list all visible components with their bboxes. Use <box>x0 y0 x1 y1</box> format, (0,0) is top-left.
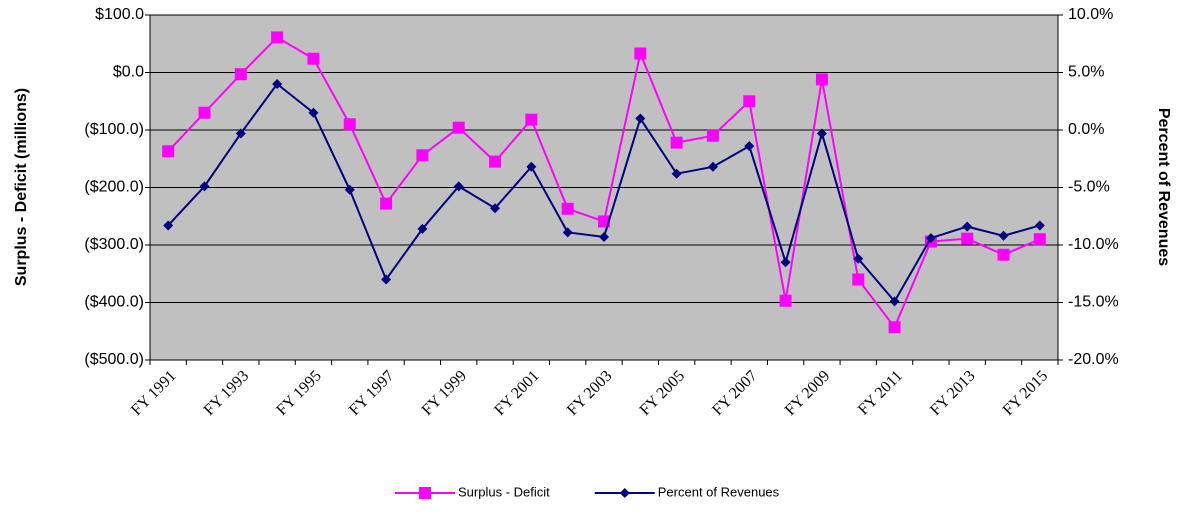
y2-tick-label: -15.0% <box>1068 294 1119 311</box>
data-point <box>453 181 464 192</box>
y-axis-title: Surplus - Deficit (millions) <box>13 88 30 286</box>
x-tick-label: FY 2003 <box>564 367 616 419</box>
x-tick-label: FY 1991 <box>128 367 180 419</box>
y2-tick-label: 10.0% <box>1068 6 1113 23</box>
data-point <box>961 232 974 245</box>
data-point <box>489 155 502 168</box>
data-point <box>962 221 973 232</box>
x-tick-label: FY 2015 <box>1000 367 1052 419</box>
x-tick-label: FY 2007 <box>709 367 761 419</box>
legend-marker <box>419 487 431 499</box>
data-point <box>670 136 683 149</box>
data-point <box>417 223 428 234</box>
data-point <box>490 203 501 214</box>
data-point <box>380 197 393 210</box>
data-point <box>526 161 537 172</box>
x-tick-label: FY 2013 <box>927 367 979 419</box>
data-point <box>815 73 828 86</box>
data-point <box>889 296 900 307</box>
data-point <box>998 230 1009 241</box>
data-point <box>271 31 284 44</box>
data-point <box>452 121 465 134</box>
data-point <box>162 145 175 158</box>
data-point <box>997 248 1010 261</box>
legend-label: Surplus - Deficit <box>458 484 550 499</box>
data-point <box>853 253 864 264</box>
data-point <box>599 231 609 242</box>
x-tick-label: FY 1995 <box>273 367 325 419</box>
y-tick-label: ($200.0) <box>84 179 144 196</box>
data-point <box>381 274 392 285</box>
x-tick-label: FY 1999 <box>419 367 471 419</box>
y2-tick-label: 0.0% <box>1068 121 1104 138</box>
data-point <box>852 273 865 286</box>
data-point <box>816 128 827 139</box>
y-tick-label: ($500.0) <box>84 351 144 368</box>
legend-marker <box>619 488 630 498</box>
data-point <box>744 141 755 152</box>
data-point <box>743 95 756 108</box>
y2-tick-label: 5.0% <box>1068 64 1104 81</box>
data-point <box>888 321 901 334</box>
data-point <box>706 129 719 142</box>
x-tick-label: FY 1993 <box>201 367 253 419</box>
data-point <box>272 79 283 89</box>
data-point <box>344 184 355 195</box>
data-point <box>562 227 573 238</box>
y-tick-label: ($300.0) <box>84 236 144 253</box>
y2-tick-label: -5.0% <box>1068 179 1110 196</box>
y2-tick-label: -10.0% <box>1068 236 1119 253</box>
data-point <box>779 294 792 307</box>
y-tick-label: ($100.0) <box>84 121 144 138</box>
data-point <box>308 107 319 118</box>
data-point <box>707 161 718 172</box>
data-point <box>235 128 246 139</box>
data-point <box>634 47 647 60</box>
data-point <box>198 106 211 119</box>
data-point <box>416 149 429 162</box>
data-point <box>163 220 174 231</box>
data-point <box>925 233 936 244</box>
data-point <box>780 257 791 268</box>
data-point <box>525 113 538 126</box>
x-tick-label: FY 1997 <box>346 367 398 419</box>
x-tick-label: FY 2001 <box>491 367 543 419</box>
data-point <box>1033 233 1046 246</box>
legend-label: Percent of Revenues <box>658 484 780 499</box>
y-tick-label: ($400.0) <box>84 294 144 311</box>
data-point <box>1034 220 1045 231</box>
data-point <box>199 181 210 192</box>
data-point <box>234 68 247 81</box>
data-point <box>343 118 356 131</box>
y2-axis-title: Percent of Revenues <box>1155 108 1172 266</box>
x-tick-label: FY 2009 <box>782 367 834 419</box>
y-tick-label: $0.0 <box>113 64 144 81</box>
data-point <box>561 202 574 215</box>
y2-tick-label: -20.0% <box>1068 351 1119 368</box>
y-tick-label: $100.0 <box>95 6 144 23</box>
data-point <box>671 168 682 179</box>
x-tick-label: FY 2005 <box>637 367 689 419</box>
x-tick-label: FY 2011 <box>855 367 906 418</box>
data-point <box>307 52 320 65</box>
data-point <box>635 113 646 124</box>
